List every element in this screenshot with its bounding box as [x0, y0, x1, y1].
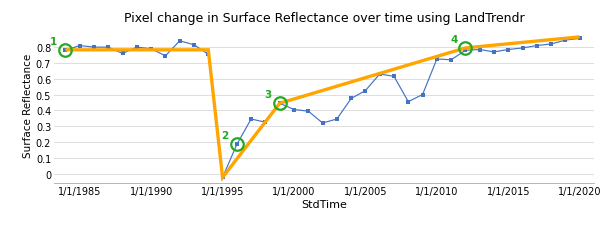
- X-axis label: StdTime: StdTime: [301, 199, 347, 209]
- Text: 3: 3: [264, 90, 271, 99]
- Title: Pixel change in Surface Reflectance over time using LandTrendr: Pixel change in Surface Reflectance over…: [124, 12, 524, 25]
- Y-axis label: Surface Reflectance: Surface Reflectance: [23, 53, 33, 157]
- Text: 1: 1: [50, 37, 57, 47]
- Text: 2: 2: [221, 130, 228, 140]
- Text: 4: 4: [451, 34, 458, 44]
